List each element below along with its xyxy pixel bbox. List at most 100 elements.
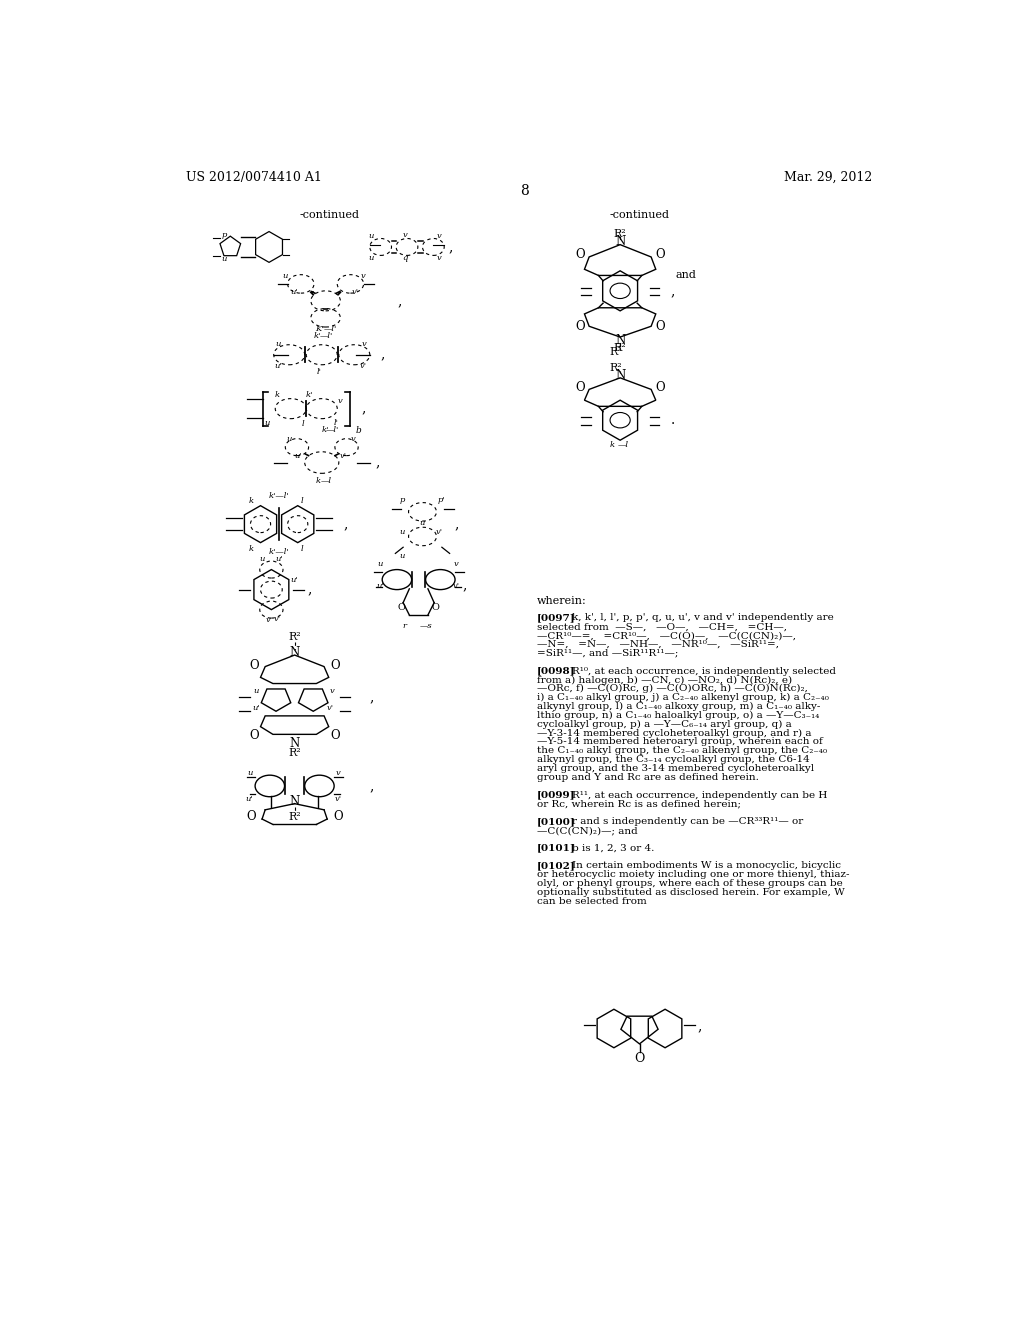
Text: v': v' xyxy=(351,288,358,296)
Text: v: v xyxy=(338,397,343,405)
Text: and: and xyxy=(676,271,696,280)
Text: aryl group, and the 3-14 membered cycloheteroalkyl: aryl group, and the 3-14 membered cycloh… xyxy=(538,764,814,774)
Text: O: O xyxy=(333,810,343,824)
Text: u: u xyxy=(377,560,383,568)
Text: ,: , xyxy=(376,455,380,470)
Text: or heterocyclic moiety including one or more thienyl, thiaz-: or heterocyclic moiety including one or … xyxy=(538,870,850,879)
Text: group and Y and Rc are as defined herein.: group and Y and Rc are as defined herein… xyxy=(538,774,759,781)
Text: v: v xyxy=(437,253,442,261)
Text: u': u' xyxy=(252,704,260,713)
Text: —l: —l xyxy=(617,441,629,449)
Text: the C₁₋₄₀ alkyl group, the C₂₋₄₀ alkenyl group, the C₂₋₄₀: the C₁₋₄₀ alkyl group, the C₂₋₄₀ alkenyl… xyxy=(538,746,827,755)
Text: O: O xyxy=(250,659,259,672)
Text: v: v xyxy=(336,768,340,777)
Text: u: u xyxy=(253,688,259,696)
Text: k, k', l, l', p, p', q, u, u', v and v' independently are: k, k', l, l', p, p', q, u, u', v and v' … xyxy=(559,614,834,623)
Text: O: O xyxy=(397,603,406,611)
Text: —l: —l xyxy=(321,477,332,484)
Text: v': v' xyxy=(453,582,460,590)
Text: O: O xyxy=(634,1052,645,1065)
Text: k'—l': k'—l' xyxy=(269,492,290,500)
Text: u: u xyxy=(369,253,374,261)
Text: i) a C₁₋₄₀ alkyl group, j) a C₂₋₄₀ alkenyl group, k) a C₂₋₄₀: i) a C₁₋₄₀ alkyl group, j) a C₂₋₄₀ alken… xyxy=(538,693,829,702)
Text: l': l' xyxy=(316,368,322,376)
Text: v': v' xyxy=(335,795,342,803)
Text: u': u' xyxy=(295,453,302,461)
Text: R²: R² xyxy=(613,228,627,239)
Text: v': v' xyxy=(340,453,347,461)
Text: u': u' xyxy=(291,288,298,296)
Text: O: O xyxy=(575,319,585,333)
Text: —l': —l' xyxy=(326,426,339,434)
Text: v': v' xyxy=(360,362,367,370)
Text: k: k xyxy=(316,477,322,484)
Text: R¹⁰, at each occurrence, is independently selected: R¹⁰, at each occurrence, is independentl… xyxy=(559,667,836,676)
Text: —CR¹⁰—=,   =CR¹⁰—,   —C(O)—,   —C(C(CN)₂)—,: —CR¹⁰—=, =CR¹⁰—, —C(O)—, —C(C(CN)₂)—, xyxy=(538,631,797,640)
Text: In certain embodiments W is a monocyclic, bicyclic: In certain embodiments W is a monocyclic… xyxy=(559,862,841,870)
Text: N: N xyxy=(615,334,626,347)
Text: ,: , xyxy=(449,240,453,253)
Text: US 2012/0074410 A1: US 2012/0074410 A1 xyxy=(186,172,322,185)
Text: u: u xyxy=(247,768,252,777)
Text: l: l xyxy=(301,498,304,506)
Text: O: O xyxy=(655,319,666,333)
Text: u': u' xyxy=(274,362,283,370)
Text: .: . xyxy=(671,413,675,428)
Text: O: O xyxy=(655,381,666,395)
Text: r: r xyxy=(402,622,407,630)
Text: v: v xyxy=(350,436,355,444)
Text: —Y-5-14 membered heteroaryl group, wherein each of: —Y-5-14 membered heteroaryl group, where… xyxy=(538,738,823,746)
Text: u': u' xyxy=(291,577,298,585)
Text: u: u xyxy=(287,436,292,444)
Text: u: u xyxy=(259,554,265,562)
Text: u: u xyxy=(369,232,374,240)
Text: b is 1, 2, 3 or 4.: b is 1, 2, 3 or 4. xyxy=(559,843,654,853)
Text: O: O xyxy=(330,730,340,742)
Text: k': k' xyxy=(322,426,329,434)
Text: p': p' xyxy=(437,495,444,503)
Text: u: u xyxy=(221,255,226,263)
Text: v: v xyxy=(454,560,458,568)
Text: R²: R² xyxy=(288,748,301,758)
Text: p: p xyxy=(221,231,226,239)
Text: q: q xyxy=(402,253,409,261)
Text: v: v xyxy=(330,688,334,696)
Text: ,: , xyxy=(463,578,467,593)
Text: —s: —s xyxy=(420,622,433,630)
Text: selected from  —S—,   —O—,   —CH=,   =CH—,: selected from —S—, —O—, —CH=, =CH—, xyxy=(538,622,787,631)
Text: ,: , xyxy=(455,517,459,531)
Text: u: u xyxy=(420,519,425,527)
Text: O: O xyxy=(575,381,585,395)
Text: k'—l': k'—l' xyxy=(269,548,290,556)
Text: optionally substituted as disclosed herein. For example, W: optionally substituted as disclosed here… xyxy=(538,888,845,898)
Text: N: N xyxy=(290,737,300,750)
Text: k: k xyxy=(610,441,615,449)
Text: wherein:: wherein: xyxy=(538,595,587,606)
Text: —C(C(CN)₂)—; and: —C(C(CN)₂)—; and xyxy=(538,826,638,836)
Text: u: u xyxy=(275,341,281,348)
Text: v: v xyxy=(403,231,408,239)
Text: v: v xyxy=(266,616,270,624)
Text: u': u' xyxy=(376,582,384,590)
Text: =SiR¹¹—, and —SiR¹¹R¹¹—;: =SiR¹¹—, and —SiR¹¹R¹¹—; xyxy=(538,649,679,657)
Text: O: O xyxy=(250,730,259,742)
Text: u': u' xyxy=(246,795,254,803)
Text: u': u' xyxy=(275,554,283,562)
Text: 8: 8 xyxy=(520,183,529,198)
Text: k: k xyxy=(249,498,254,506)
Text: ,: , xyxy=(671,284,675,298)
Text: ,: , xyxy=(397,294,401,308)
Text: Mar. 29, 2012: Mar. 29, 2012 xyxy=(783,172,872,185)
Text: N: N xyxy=(615,235,626,248)
Text: u: u xyxy=(399,553,406,561)
Text: from a) halogen, b) —CN, c) —NO₂, d) N(Rc)₂, e): from a) halogen, b) —CN, c) —NO₂, d) N(R… xyxy=(538,676,793,685)
Text: [0100]: [0100] xyxy=(538,817,575,826)
Text: O: O xyxy=(330,659,340,672)
Text: [0098]: [0098] xyxy=(538,667,575,676)
Text: cycloalkyl group, p) a —Y—C₆₋₁₄ aryl group, q) a: cycloalkyl group, p) a —Y—C₆₋₁₄ aryl gro… xyxy=(538,719,792,729)
Text: -continued: -continued xyxy=(299,210,359,219)
Text: -continued: -continued xyxy=(609,210,670,219)
Text: [0102]: [0102] xyxy=(538,862,575,870)
Text: v: v xyxy=(437,232,442,240)
Text: N: N xyxy=(615,370,626,381)
